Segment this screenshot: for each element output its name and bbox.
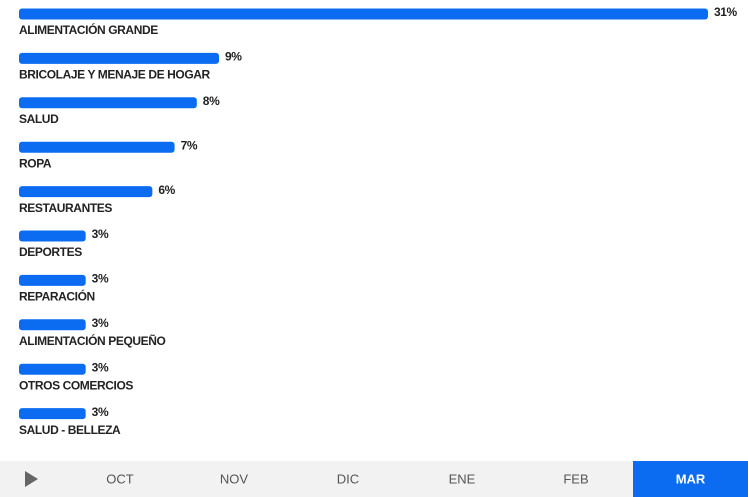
category-label: RESTAURANTES [19,201,112,215]
value-label: 6% [158,183,175,197]
selected-tab[interactable] [633,461,748,497]
bar [19,319,86,331]
bar [19,97,197,109]
bar [19,363,86,375]
category-label: OTROS COMERCIOS [19,378,133,392]
category-label: BRICOLAJE Y MENAJE DE HOGAR [19,68,211,82]
month-tab[interactable]: OCT [106,471,134,486]
value-label: 9% [225,50,242,64]
bar [19,274,86,286]
value-label: 3% [92,360,109,374]
category-label: SALUD [19,112,59,126]
tab-bar [0,461,748,497]
value-label: 8% [203,94,220,108]
month-tab[interactable]: FEB [563,471,588,486]
bar [19,186,153,198]
value-label: 3% [92,272,109,286]
bar [19,230,86,242]
bar [19,8,708,20]
play-button[interactable] [25,471,38,487]
month-tab[interactable]: NOV [220,471,249,486]
value-label: 3% [92,227,109,241]
month-tab[interactable]: ENE [449,471,476,486]
bar [19,408,86,420]
category-label: DEPORTES [19,245,82,259]
category-label: ALIMENTACIÓN GRANDE [19,22,158,37]
month-tab[interactable]: MAR [676,471,706,486]
category-label: ALIMENTACIÓN PEQUEÑO [19,333,166,348]
category-label: SALUD - BELLEZA [19,423,121,437]
value-label: 3% [92,405,109,419]
category-label: ROPA [19,156,52,170]
bar [19,141,175,153]
month-tab[interactable]: DIC [337,471,359,486]
category-label: REPARACIÓN [19,289,95,304]
bar [19,52,220,64]
value-label: 3% [92,316,109,330]
value-label: 7% [181,138,198,152]
value-label: 31% [714,5,738,19]
